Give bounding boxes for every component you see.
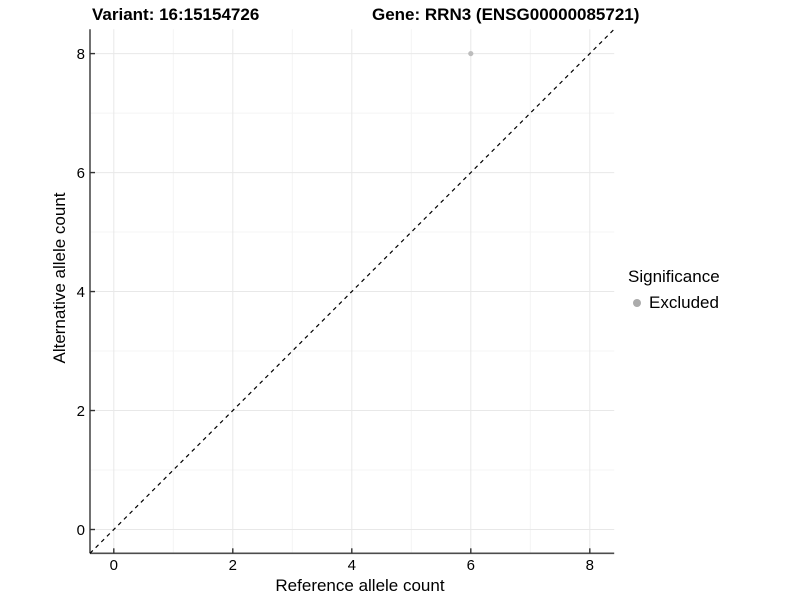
identity-line: [89, 28, 615, 554]
x-tick-label: 6: [467, 557, 475, 574]
x-axis-title: Reference allele count: [275, 576, 445, 595]
legend-item-excluded: Excluded: [628, 293, 720, 312]
gene-title: Gene: RRN3 (ENSG00000085721): [372, 5, 640, 24]
variant-title: Variant: 16:15154726: [92, 5, 260, 24]
x-tick-label: 0: [110, 557, 118, 574]
legend-key-dot-icon: [633, 299, 641, 307]
y-tick-label: 0: [77, 522, 85, 539]
data-point: [468, 50, 474, 57]
y-tick-label: 6: [77, 165, 85, 182]
legend-label: Excluded: [649, 293, 719, 312]
legend-title: Significance: [628, 267, 720, 286]
y-axis-title: Alternative allele count: [50, 192, 69, 364]
legend: Significance Excluded: [628, 267, 720, 312]
x-tick-label: 2: [229, 557, 237, 574]
y-tick-label: 2: [77, 403, 85, 420]
x-tick-label: 4: [348, 557, 356, 574]
x-tick-label: 8: [586, 557, 594, 574]
y-tick-label: 8: [77, 46, 85, 63]
y-tick-label: 4: [77, 284, 85, 301]
